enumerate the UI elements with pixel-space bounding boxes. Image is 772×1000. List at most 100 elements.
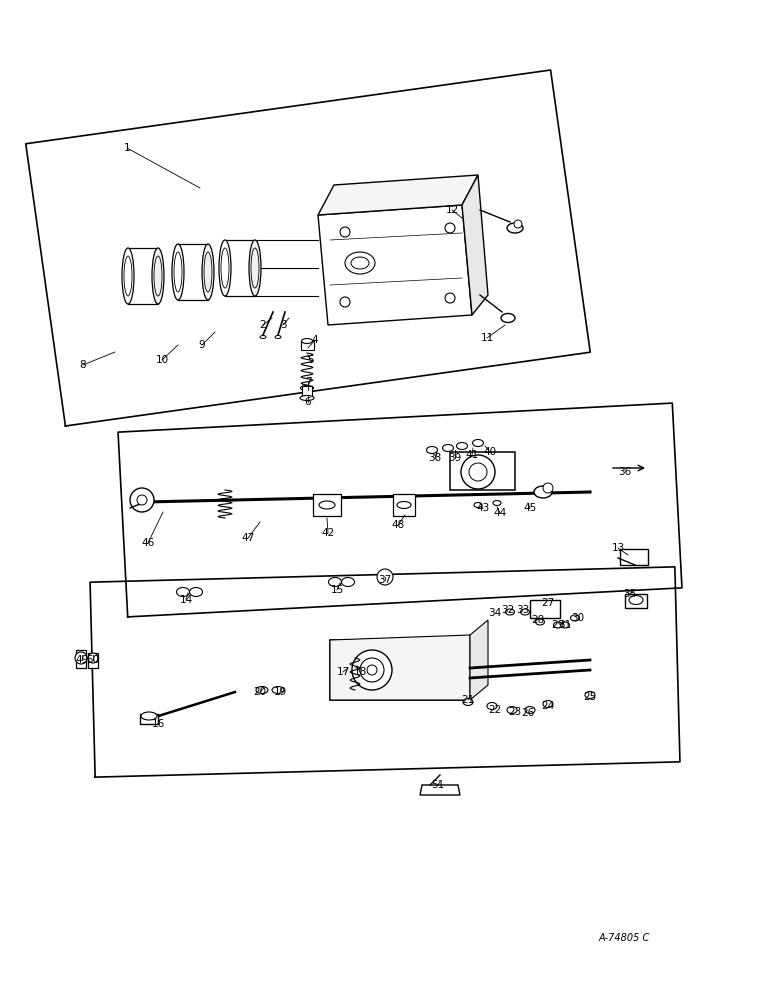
Polygon shape [330,635,470,700]
Ellipse shape [520,609,530,615]
Circle shape [88,653,98,663]
Bar [625,594,647,608]
Text: 44: 44 [493,508,506,518]
Text: A-74805 C: A-74805 C [599,933,650,943]
Text: 7: 7 [305,377,311,387]
Circle shape [377,569,393,585]
Ellipse shape [442,444,453,452]
Text: 51: 51 [432,780,445,790]
Ellipse shape [275,336,281,338]
Ellipse shape [426,446,438,454]
Bar [393,494,415,516]
Ellipse shape [629,595,643,604]
Text: 12: 12 [445,205,459,215]
Text: 35: 35 [623,589,637,599]
Text: 6: 6 [305,397,311,407]
Text: 1: 1 [124,143,130,153]
Text: 17: 17 [337,667,350,677]
Polygon shape [318,175,478,215]
Text: 36: 36 [618,467,631,477]
Ellipse shape [507,223,523,233]
Circle shape [514,220,522,228]
Bar [313,494,341,516]
Bar [302,386,312,398]
Text: 30: 30 [571,613,584,623]
Text: 48: 48 [391,520,405,530]
Bar [301,341,314,350]
Text: 43: 43 [476,503,489,513]
Text: 41: 41 [466,450,479,460]
Ellipse shape [506,609,514,615]
Ellipse shape [141,712,157,720]
Text: 49: 49 [76,655,89,665]
Bar [140,714,158,724]
Ellipse shape [122,248,134,304]
Text: 46: 46 [141,538,154,548]
Circle shape [469,463,487,481]
Text: 15: 15 [330,585,344,595]
Text: 9: 9 [198,340,205,350]
Text: 24: 24 [541,701,554,711]
Text: 10: 10 [155,355,168,365]
Text: 25: 25 [584,692,597,702]
Polygon shape [225,240,255,296]
Ellipse shape [493,500,501,506]
Polygon shape [318,205,472,325]
Ellipse shape [260,336,266,338]
Bar [450,452,515,490]
Bar [620,549,648,565]
Text: 29: 29 [551,620,564,630]
Text: 23: 23 [509,707,522,717]
Ellipse shape [177,587,189,596]
Circle shape [360,658,384,682]
Ellipse shape [463,698,473,706]
Ellipse shape [560,622,570,628]
Text: 4: 4 [312,335,318,345]
Polygon shape [128,248,158,304]
Text: 13: 13 [611,543,625,553]
Text: 19: 19 [273,687,286,697]
Bar [88,653,98,668]
Text: 22: 22 [489,705,502,715]
Ellipse shape [172,244,184,300]
Ellipse shape [345,252,375,274]
Circle shape [340,297,350,307]
Ellipse shape [351,257,369,269]
Ellipse shape [152,248,164,304]
Ellipse shape [256,686,268,694]
Ellipse shape [525,706,535,714]
Polygon shape [178,244,208,300]
Circle shape [340,227,350,237]
Ellipse shape [341,578,354,586]
Ellipse shape [456,442,468,450]
Text: 34: 34 [489,608,502,618]
Polygon shape [462,175,488,315]
Circle shape [352,650,392,690]
Ellipse shape [554,622,563,628]
Ellipse shape [300,385,313,390]
Text: 28: 28 [531,615,544,625]
Text: 37: 37 [378,575,391,585]
Text: 14: 14 [179,595,193,605]
Text: 26: 26 [521,708,535,718]
Circle shape [75,652,87,664]
Text: 16: 16 [151,719,164,729]
Polygon shape [470,620,488,700]
Ellipse shape [319,501,335,509]
Text: 33: 33 [516,605,530,615]
Circle shape [130,488,154,512]
Text: 45: 45 [523,503,537,513]
Bar [330,640,470,700]
Ellipse shape [487,702,497,710]
Circle shape [461,455,495,489]
Ellipse shape [585,692,595,698]
Circle shape [367,665,377,675]
Text: 3: 3 [279,320,286,330]
Text: 32: 32 [501,605,515,615]
Polygon shape [420,785,460,795]
Text: 31: 31 [558,620,571,630]
Ellipse shape [219,240,231,296]
Ellipse shape [501,314,515,322]
Text: 39: 39 [449,453,462,463]
Ellipse shape [397,502,411,508]
